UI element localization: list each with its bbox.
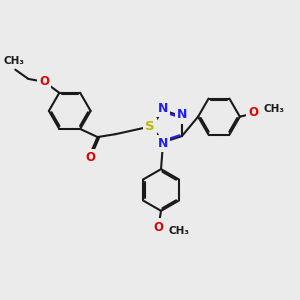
Text: N: N [177,108,187,122]
Text: CH₃: CH₃ [263,103,284,114]
Text: O: O [248,106,258,119]
Text: N: N [158,137,168,150]
Text: S: S [145,120,155,133]
Text: N: N [158,102,168,115]
Text: O: O [39,75,49,88]
Text: O: O [85,151,95,164]
Text: CH₃: CH₃ [3,56,24,66]
Text: O: O [154,220,164,234]
Text: CH₃: CH₃ [169,226,190,236]
